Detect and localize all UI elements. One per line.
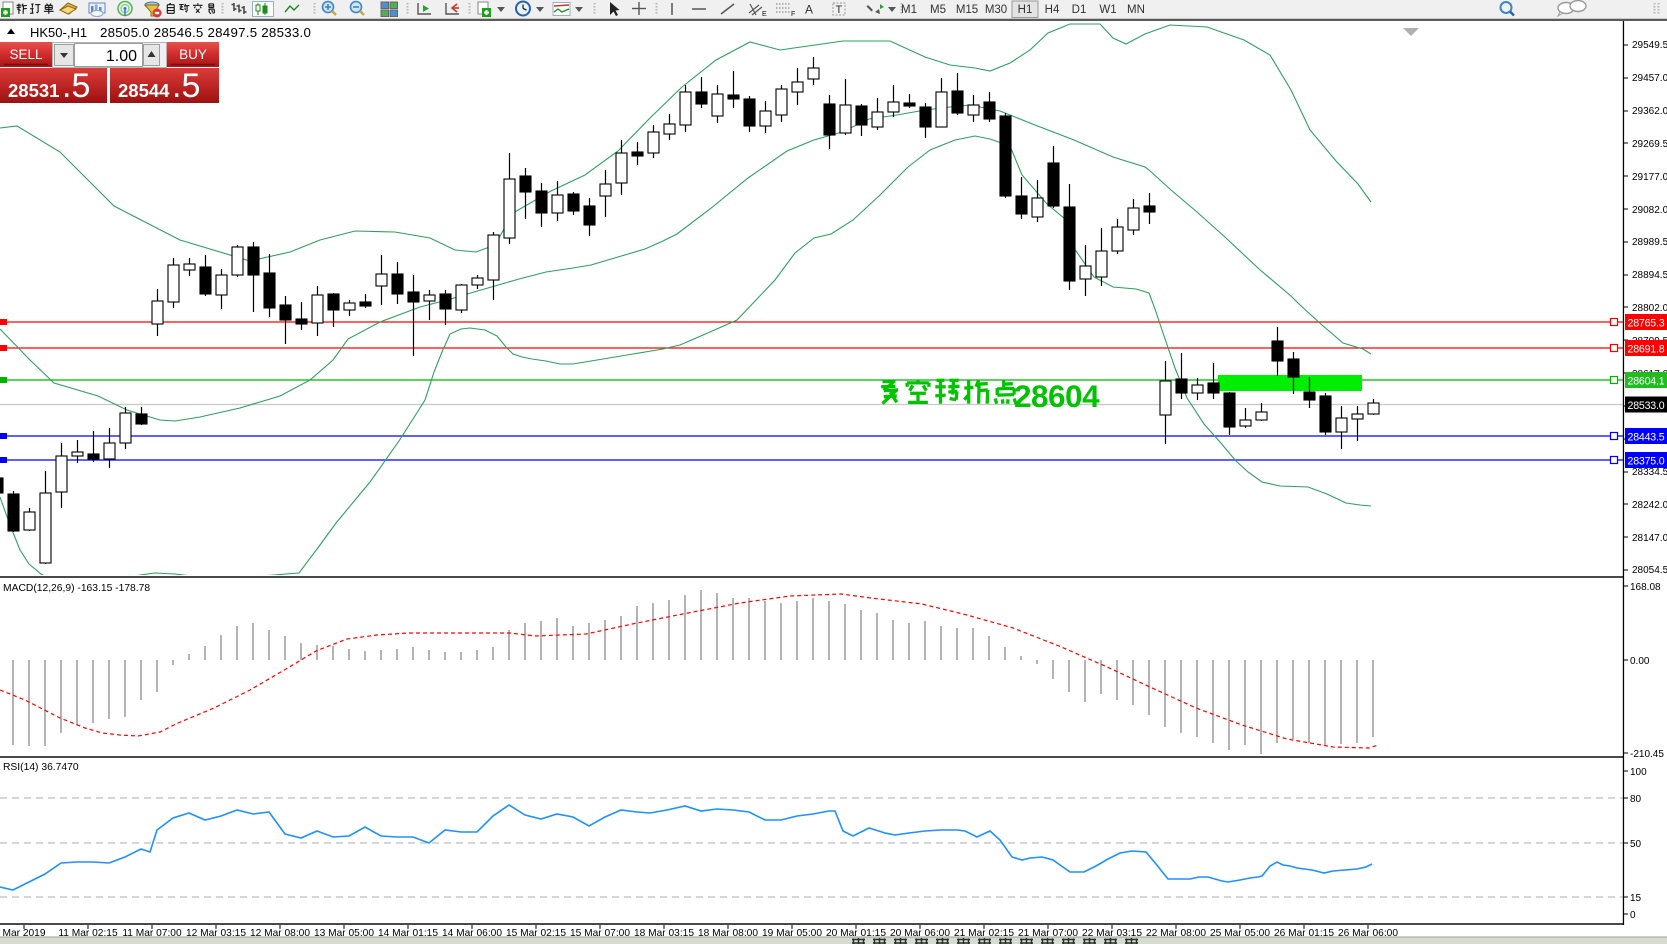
svg-text:28054.5: 28054.5 (1632, 565, 1667, 576)
svg-text:.5: .5 (172, 67, 200, 105)
svg-text:28544: 28544 (118, 80, 170, 101)
svg-text:15: 15 (1630, 893, 1642, 904)
svg-text:13 Mar 05:00: 13 Mar 05:00 (314, 928, 374, 939)
svg-text:21 Mar 02:15: 21 Mar 02:15 (954, 928, 1014, 939)
svg-text:29549.5: 29549.5 (1632, 40, 1667, 51)
svg-text:29269.5: 29269.5 (1632, 139, 1667, 150)
svg-text:19 Mar 05:00: 19 Mar 05:00 (762, 928, 822, 939)
svg-text:28443.5: 28443.5 (1628, 432, 1665, 444)
svg-text:MACD(12,26,9) -163.15 -178.78: MACD(12,26,9) -163.15 -178.78 (3, 583, 150, 594)
svg-text:28691.8: 28691.8 (1628, 344, 1665, 356)
svg-text:25 Mar 05:00: 25 Mar 05:00 (1210, 928, 1270, 939)
svg-text:28242.0: 28242.0 (1632, 500, 1667, 511)
svg-text:29082.0: 29082.0 (1632, 205, 1667, 216)
svg-text:14 Mar 06:00: 14 Mar 06:00 (442, 928, 502, 939)
svg-text:11 Mar 02:15: 11 Mar 02:15 (58, 928, 118, 939)
svg-text:MN: MN (1127, 4, 1145, 16)
svg-text:50: 50 (1630, 839, 1642, 850)
svg-text:M30: M30 (985, 4, 1007, 16)
svg-text:M5: M5 (930, 4, 946, 16)
svg-text:29457.0: 29457.0 (1632, 73, 1667, 84)
svg-text:11 Mar 07:00: 11 Mar 07:00 (122, 928, 182, 939)
svg-text:28604: 28604 (1014, 378, 1100, 414)
svg-text:D1: D1 (1072, 4, 1087, 16)
svg-text:Mar 2019: Mar 2019 (2, 928, 45, 939)
svg-text:14 Mar 01:15: 14 Mar 01:15 (378, 928, 438, 939)
svg-text:22 Mar 08:00: 22 Mar 08:00 (1146, 928, 1206, 939)
svg-text:28989.5: 28989.5 (1632, 237, 1667, 248)
svg-text:E: E (762, 11, 767, 18)
svg-text:15 Mar 02:15: 15 Mar 02:15 (506, 928, 566, 939)
svg-text:1.00: 1.00 (106, 48, 137, 65)
svg-text:29177.0: 29177.0 (1632, 172, 1667, 183)
svg-text:28604.1: 28604.1 (1628, 376, 1665, 388)
svg-text:20 Mar 06:00: 20 Mar 06:00 (890, 928, 950, 939)
svg-text:BUY: BUY (179, 47, 207, 62)
svg-text:28533.0: 28533.0 (1628, 400, 1665, 412)
svg-text:12 Mar 03:15: 12 Mar 03:15 (186, 928, 246, 939)
svg-text:168.08: 168.08 (1630, 582, 1661, 593)
svg-text:0: 0 (1630, 910, 1636, 921)
svg-text:21 Mar 07:00: 21 Mar 07:00 (1018, 928, 1078, 939)
svg-text:W1: W1 (1099, 4, 1116, 16)
svg-text:0.00: 0.00 (1630, 656, 1650, 667)
svg-text:RSI(14) 36.7470: RSI(14) 36.7470 (3, 762, 79, 773)
svg-text:28894.5: 28894.5 (1632, 270, 1667, 281)
svg-text:18 Mar 08:00: 18 Mar 08:00 (698, 928, 758, 939)
svg-text:28375.0: 28375.0 (1628, 456, 1665, 468)
svg-text:12 Mar 08:00: 12 Mar 08:00 (250, 928, 310, 939)
svg-text:28765.3: 28765.3 (1628, 318, 1665, 330)
svg-text:100: 100 (1630, 767, 1647, 778)
svg-text:T: T (836, 4, 843, 16)
svg-text:H1: H1 (1018, 4, 1033, 16)
svg-text:28334.5: 28334.5 (1632, 467, 1667, 478)
svg-text:SELL: SELL (9, 47, 43, 62)
svg-text:H4: H4 (1045, 4, 1060, 16)
svg-text:22 Mar 03:15: 22 Mar 03:15 (1082, 928, 1142, 939)
svg-text:28802.0: 28802.0 (1632, 303, 1667, 314)
svg-text:F: F (791, 11, 795, 18)
svg-text:18 Mar 03:15: 18 Mar 03:15 (634, 928, 694, 939)
svg-text:-210.45: -210.45 (1630, 749, 1664, 760)
svg-text:M15: M15 (956, 4, 978, 16)
svg-text:26 Mar 01:15: 26 Mar 01:15 (1274, 928, 1334, 939)
svg-text:A: A (805, 3, 813, 17)
svg-text:29362.0: 29362.0 (1632, 106, 1667, 117)
svg-text:M1: M1 (901, 4, 917, 16)
svg-text:.5: .5 (62, 67, 90, 105)
svg-text:28505.0 28546.5 28497.5 28533.: 28505.0 28546.5 28497.5 28533.0 (100, 25, 311, 40)
svg-text:28531: 28531 (8, 80, 59, 101)
svg-text:15 Mar 07:00: 15 Mar 07:00 (570, 928, 630, 939)
svg-text:20 Mar 01:15: 20 Mar 01:15 (826, 928, 886, 939)
svg-text:80: 80 (1630, 794, 1642, 805)
svg-text:28147.0: 28147.0 (1632, 533, 1667, 544)
svg-text:HK50-,H1: HK50-,H1 (30, 25, 87, 40)
svg-text:26 Mar 06:00: 26 Mar 06:00 (1338, 928, 1398, 939)
